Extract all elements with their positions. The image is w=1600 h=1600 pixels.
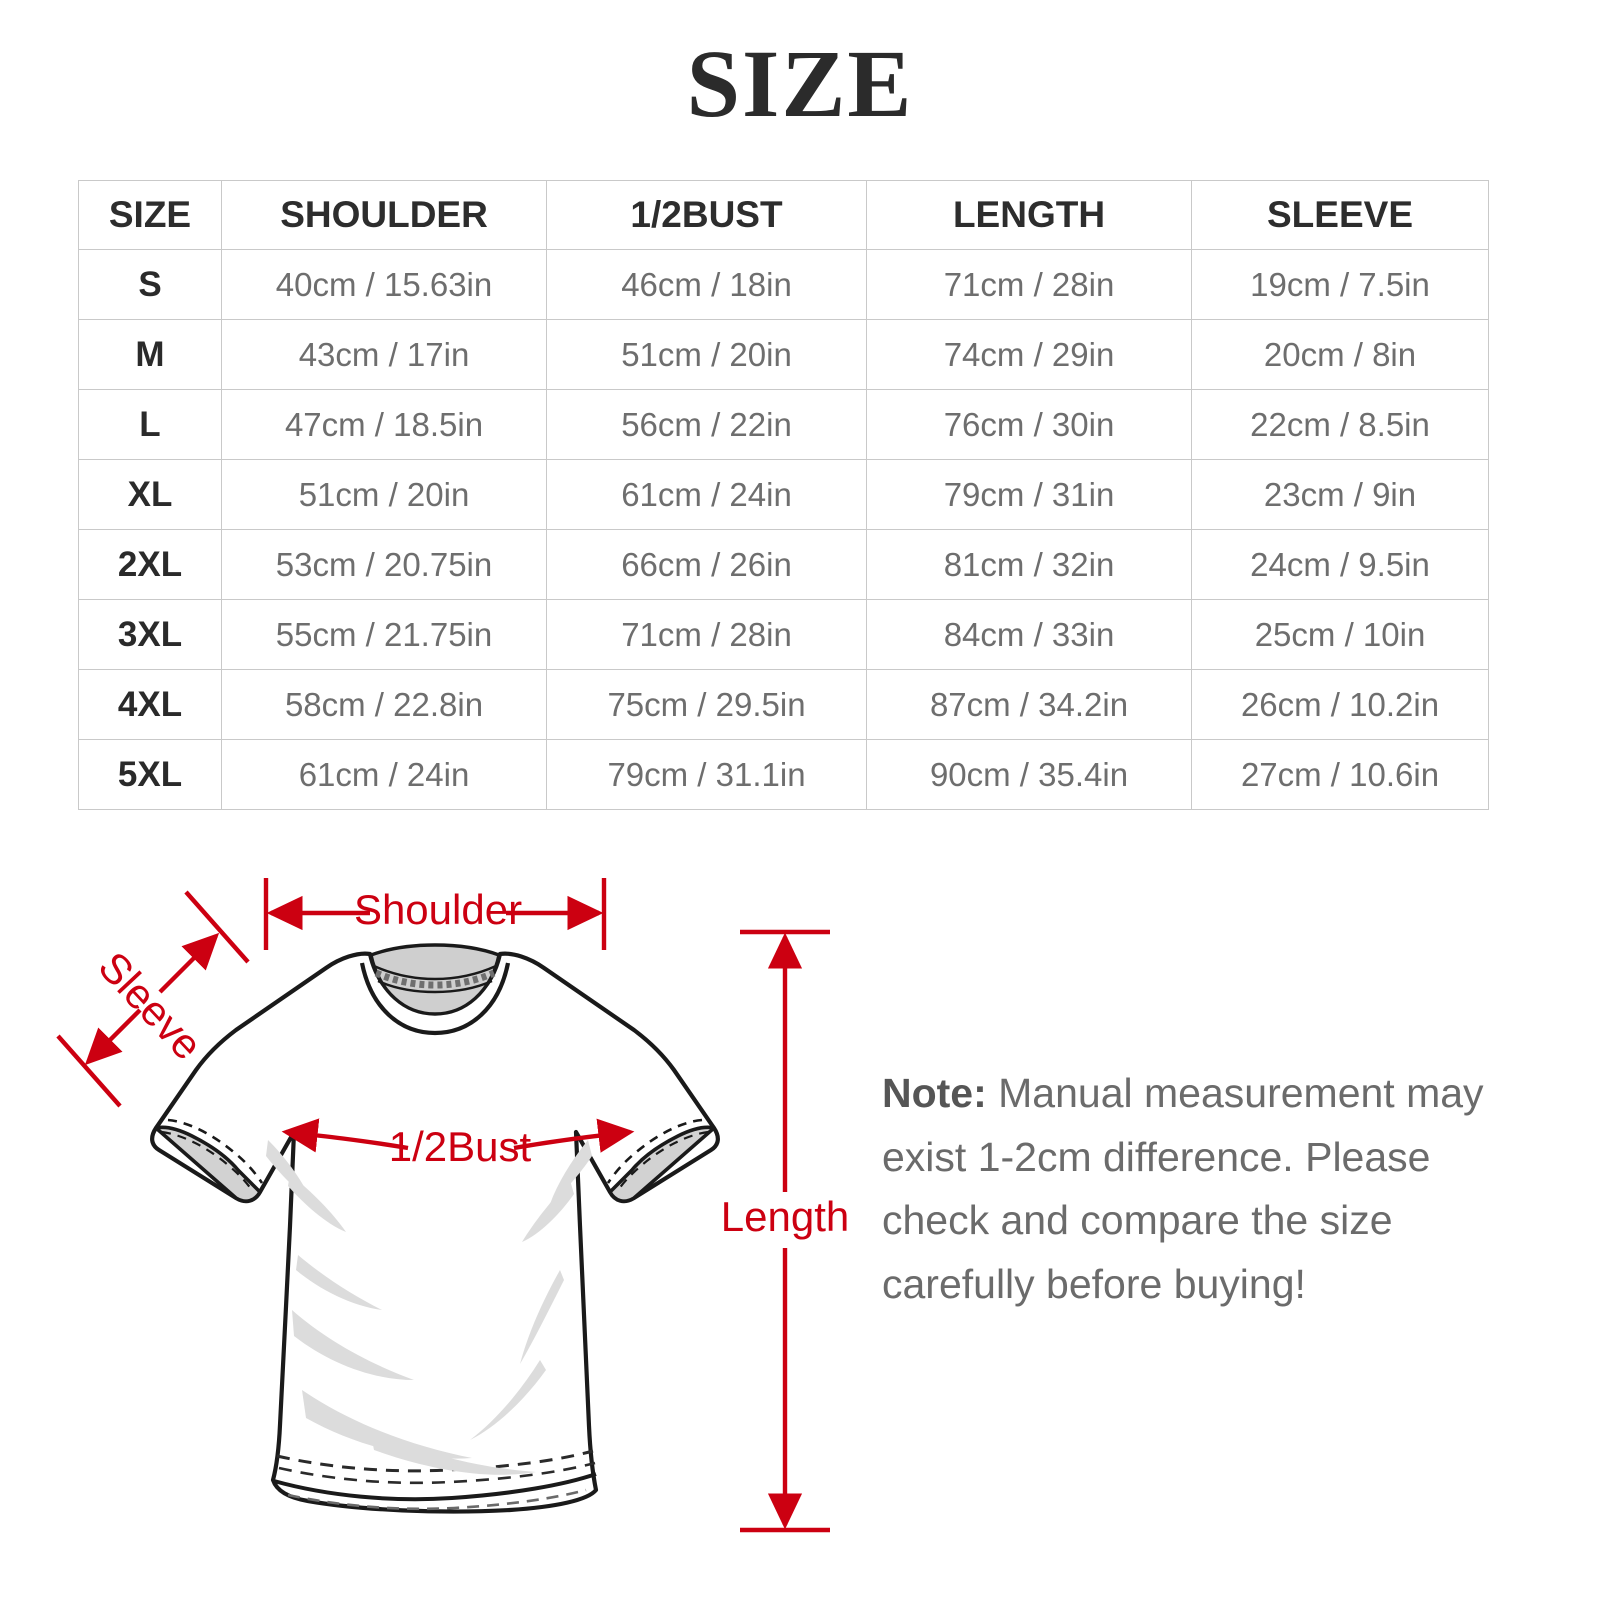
cell-length: 76cm / 30in	[866, 389, 1192, 460]
tshirt-measurement-diagram: Shoulder Sleeve 1/2Bust Length	[40, 840, 870, 1580]
cell-sleeve: 27cm / 10.6in	[1191, 739, 1489, 810]
collar-ribbing	[374, 969, 496, 989]
cell-shoulder: 47cm / 18.5in	[221, 389, 547, 460]
cell-bust: 46cm / 18in	[546, 249, 867, 320]
table-row: M 43cm / 17in 51cm / 20in 74cm / 29in 20…	[78, 319, 1489, 390]
column-header-length: LENGTH	[866, 180, 1192, 250]
note-text: Manual measurement may exist 1-2cm diffe…	[882, 1070, 1484, 1307]
table-row: 4XL 58cm / 22.8in 75cm / 29.5in 87cm / 3…	[78, 669, 1489, 740]
cell-bust: 61cm / 24in	[546, 459, 867, 530]
table-row: 2XL 53cm / 20.75in 66cm / 26in 81cm / 32…	[78, 529, 1489, 600]
cell-length: 79cm / 31in	[866, 459, 1192, 530]
cell-shoulder: 55cm / 21.75in	[221, 599, 547, 670]
length-measurement-callout: Length	[721, 929, 849, 1533]
cell-sleeve: 23cm / 9in	[1191, 459, 1489, 530]
cell-shoulder: 58cm / 22.8in	[221, 669, 547, 740]
cell-length: 87cm / 34.2in	[866, 669, 1192, 740]
cell-size: 3XL	[78, 599, 222, 670]
shoulder-measurement-callout: Shoulder	[263, 878, 607, 950]
right-sleeve-stitch	[606, 1118, 703, 1184]
note-block: Note: Manual measurement may exist 1-2cm…	[882, 1062, 1502, 1316]
cell-bust: 75cm / 29.5in	[546, 669, 867, 740]
cell-length: 90cm / 35.4in	[866, 739, 1192, 810]
tshirt-illustration	[150, 943, 720, 1514]
cell-bust: 66cm / 26in	[546, 529, 867, 600]
tshirt-body-outline	[150, 951, 720, 1514]
cell-sleeve: 24cm / 9.5in	[1191, 529, 1489, 600]
left-sleeve-stitch	[167, 1118, 264, 1184]
sleeve-tick-upper	[184, 890, 250, 964]
cell-shoulder: 53cm / 20.75in	[221, 529, 547, 600]
hem-inner-stitch	[287, 1488, 587, 1511]
cell-size: 4XL	[78, 669, 222, 740]
sleeve-arrow-lower	[84, 1008, 142, 1066]
right-sleeve-cuff	[608, 1125, 716, 1203]
sleeve-tick-lower	[56, 1034, 122, 1108]
page-title: SIZE	[686, 30, 914, 137]
right-sleeve-stitch-2	[616, 1130, 709, 1193]
collar-outer-seam	[359, 962, 511, 1036]
bust-arrow-right	[513, 1118, 635, 1153]
cell-size: XL	[78, 459, 222, 530]
cell-bust: 51cm / 20in	[546, 319, 867, 390]
cell-size: 5XL	[78, 739, 222, 810]
column-header-sleeve: SLEEVE	[1191, 180, 1489, 250]
cell-sleeve: 19cm / 7.5in	[1191, 249, 1489, 320]
size-chart-table: SIZE SHOULDER 1/2BUST LENGTH SLEEVE S 40…	[78, 180, 1489, 810]
column-header-bust: 1/2BUST	[546, 180, 867, 250]
cell-size: M	[78, 319, 222, 390]
cell-length: 71cm / 28in	[866, 249, 1192, 320]
column-header-size: SIZE	[78, 180, 222, 250]
cell-length: 81cm / 32in	[866, 529, 1192, 600]
cell-bust: 56cm / 22in	[546, 389, 867, 460]
table-row: 5XL 61cm / 24in 79cm / 31.1in 90cm / 35.…	[78, 739, 1489, 810]
hem-stitch-upper	[276, 1449, 594, 1473]
table-row: 3XL 55cm / 21.75in 71cm / 28in 84cm / 33…	[78, 599, 1489, 670]
cell-size: S	[78, 249, 222, 320]
collar-ribbing-edge	[373, 964, 497, 981]
cell-sleeve: 22cm / 8.5in	[1191, 389, 1489, 460]
cell-shoulder: 61cm / 24in	[221, 739, 547, 810]
bust-arrow-left	[281, 1118, 409, 1153]
cell-shoulder: 43cm / 17in	[221, 319, 547, 390]
sleeve-arrow-upper	[158, 932, 220, 994]
table-row: XL 51cm / 20in 61cm / 24in 79cm / 31in 2…	[78, 459, 1489, 530]
left-sleeve-cuff	[154, 1125, 262, 1203]
bust-measurement-callout: 1/2Bust	[281, 1118, 635, 1170]
cell-size: L	[78, 389, 222, 460]
table-header-row: SIZE SHOULDER 1/2BUST LENGTH SLEEVE	[78, 180, 1489, 250]
shoulder-label: Shoulder	[354, 886, 522, 933]
hem-stitch-lower	[278, 1461, 596, 1485]
cell-bust: 79cm / 31.1in	[546, 739, 867, 810]
cell-length: 84cm / 33in	[866, 599, 1192, 670]
bust-label: 1/2Bust	[389, 1123, 532, 1170]
cell-sleeve: 20cm / 8in	[1191, 319, 1489, 390]
left-sleeve-stitch-2	[161, 1130, 254, 1193]
collar-ribbing-edge-lower	[377, 979, 493, 994]
length-label: Length	[721, 1193, 849, 1240]
note-label: Note:	[882, 1070, 987, 1116]
column-header-shoulder: SHOULDER	[221, 180, 547, 250]
cell-sleeve: 26cm / 10.2in	[1191, 669, 1489, 740]
hem-fold-line	[273, 1472, 597, 1502]
table-row: S 40cm / 15.63in 46cm / 18in 71cm / 28in…	[78, 249, 1489, 320]
cell-size: 2XL	[78, 529, 222, 600]
cell-bust: 71cm / 28in	[546, 599, 867, 670]
cell-length: 74cm / 29in	[866, 319, 1192, 390]
cell-shoulder: 40cm / 15.63in	[221, 249, 547, 320]
cell-sleeve: 25cm / 10in	[1191, 599, 1489, 670]
table-row: L 47cm / 18.5in 56cm / 22in 76cm / 30in …	[78, 389, 1489, 460]
cell-shoulder: 51cm / 20in	[221, 459, 547, 530]
fabric-shading	[266, 1140, 592, 1475]
